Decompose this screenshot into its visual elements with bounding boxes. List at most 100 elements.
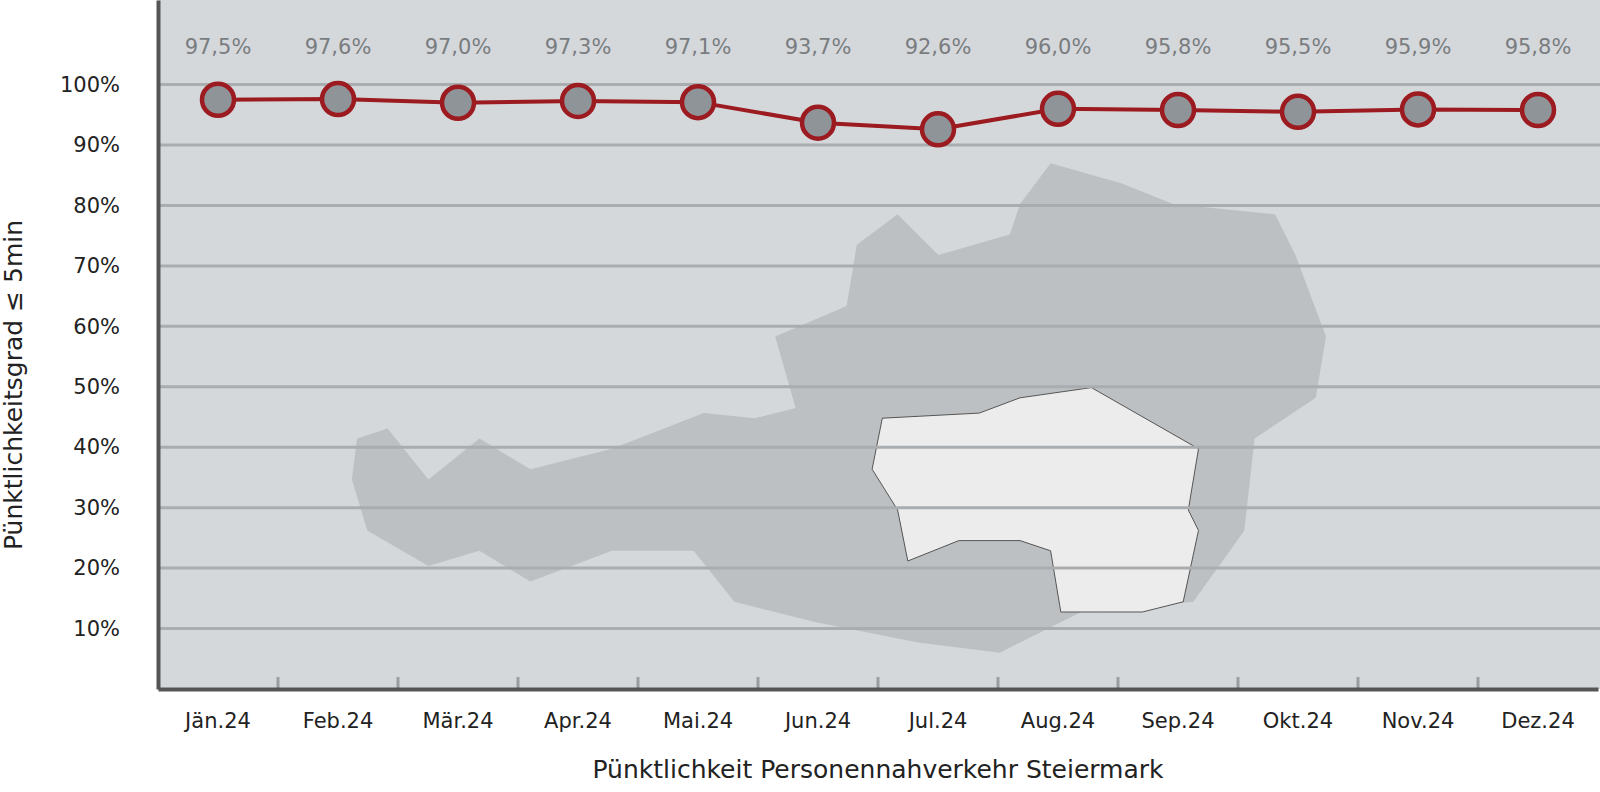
grid-line — [158, 446, 1600, 449]
point-marker — [442, 87, 474, 119]
y-tick-label: 30% — [73, 496, 120, 520]
data-marks — [202, 83, 1554, 145]
x-tick-label: Jän.24 — [183, 709, 251, 733]
x-tick-label: Sep.24 — [1142, 709, 1215, 733]
point-marker — [922, 113, 954, 145]
x-tick: Okt.24 — [1263, 689, 1333, 733]
band-divider — [997, 677, 1000, 689]
data-label: 96,0% — [1025, 35, 1092, 59]
x-tick-label: Jul.24 — [907, 709, 968, 733]
point-marker — [1042, 93, 1074, 125]
y-axis-line — [157, 1, 161, 690]
data-label: 95,9% — [1385, 35, 1452, 59]
grid-line — [158, 567, 1600, 570]
grid-line — [158, 506, 1600, 509]
point-marker — [1162, 94, 1194, 126]
y-tick: 40% — [73, 435, 158, 459]
grid-line — [158, 83, 1600, 86]
x-tick: Jän.24 — [183, 689, 251, 733]
y-tick: 70% — [73, 254, 158, 278]
x-tick: Jul.24 — [907, 689, 968, 733]
grid-line — [158, 627, 1600, 630]
data-label: 97,6% — [305, 35, 372, 59]
band-divider — [757, 677, 760, 689]
x-tick: Feb.24 — [303, 689, 374, 733]
y-tick-label: 100% — [60, 73, 120, 97]
point-marker — [202, 84, 234, 116]
data-label: 97,5% — [185, 35, 252, 59]
y-tick: 100% — [60, 73, 158, 97]
band-divider — [877, 677, 880, 689]
data-labels: 97,5%97,6%97,0%97,3%97,1%93,7%92,6%96,0%… — [185, 35, 1572, 59]
y-tick-label: 20% — [73, 556, 120, 580]
y-tick-label: 80% — [73, 194, 120, 218]
y-tick: 60% — [73, 315, 158, 339]
data-label: 95,8% — [1505, 35, 1572, 59]
point-marker — [562, 85, 594, 117]
band-divider — [277, 677, 280, 689]
y-tick-label: 60% — [73, 315, 120, 339]
point-marker — [1282, 96, 1314, 128]
grid-line — [158, 264, 1600, 267]
x-tick-label: Dez.24 — [1501, 709, 1575, 733]
band-divider — [1237, 677, 1240, 689]
band-divider — [637, 677, 640, 689]
y-tick-label: 50% — [73, 375, 120, 399]
band-divider — [1357, 677, 1360, 689]
data-label: 97,1% — [665, 35, 732, 59]
y-tick: 30% — [73, 496, 158, 520]
point-marker — [682, 86, 714, 118]
grid-line — [158, 144, 1600, 147]
point-marker — [1402, 93, 1434, 125]
band-dividers — [278, 677, 1478, 689]
data-label: 97,3% — [545, 35, 612, 59]
x-tick: Aug.24 — [1021, 689, 1095, 733]
y-axis-title: Pünktlichkeitsgrad ≤ 5min — [0, 220, 28, 550]
y-tick: 10% — [73, 617, 158, 641]
band-divider — [517, 677, 520, 689]
band-divider — [1117, 677, 1120, 689]
y-tick-label: 10% — [73, 617, 120, 641]
data-label: 95,5% — [1265, 35, 1332, 59]
grid-line — [158, 204, 1600, 207]
x-tick: Apr.24 — [544, 689, 612, 733]
x-tick: Mär.24 — [422, 689, 493, 733]
x-axis-line — [159, 688, 1599, 692]
x-tick-label: Mai.24 — [663, 709, 733, 733]
x-tick-label: Feb.24 — [303, 709, 374, 733]
background — [0, 0, 1600, 792]
series-line — [218, 99, 1538, 129]
y-tick: 20% — [73, 556, 158, 580]
data-label: 95,8% — [1145, 35, 1212, 59]
highlighted-region — [872, 388, 1198, 612]
chart: 10% 20% 30% 40% 50% 60% 70% 80% 90% 100% Jän.24 Feb… — [0, 0, 1600, 792]
band-divider — [397, 677, 400, 689]
point-marker — [322, 83, 354, 115]
x-tick: Mai.24 — [663, 689, 733, 733]
grid-line — [158, 325, 1600, 328]
grid-line — [158, 385, 1600, 388]
point-marker — [1522, 94, 1554, 126]
x-tick-label: Jun.24 — [783, 709, 851, 733]
x-tick-label: Apr.24 — [544, 709, 612, 733]
y-tick: 80% — [73, 194, 158, 218]
y-axis: 10% 20% 30% 40% 50% 60% 70% 80% 90% 100% — [60, 1, 159, 690]
point-marker — [802, 107, 834, 139]
x-tick: Jun.24 — [783, 689, 851, 733]
x-tick: Dez.24 — [1501, 689, 1575, 733]
y-tick: 50% — [73, 375, 158, 399]
plot-background — [158, 0, 1600, 689]
background-map — [352, 163, 1326, 653]
x-tick-label: Okt.24 — [1263, 709, 1333, 733]
y-tick: 90% — [73, 133, 158, 157]
grid — [158, 85, 1600, 629]
data-label: 92,6% — [905, 35, 972, 59]
y-tick-label: 70% — [73, 254, 120, 278]
data-label: 93,7% — [785, 35, 852, 59]
x-tick: Nov.24 — [1382, 689, 1455, 733]
x-tick: Sep.24 — [1142, 689, 1215, 733]
band-divider — [1477, 677, 1480, 689]
y-tick-label: 40% — [73, 435, 120, 459]
x-axis-title: Pünktlichkeit Personennahverkehr Steierm… — [592, 755, 1164, 784]
y-tick-label: 90% — [73, 133, 120, 157]
